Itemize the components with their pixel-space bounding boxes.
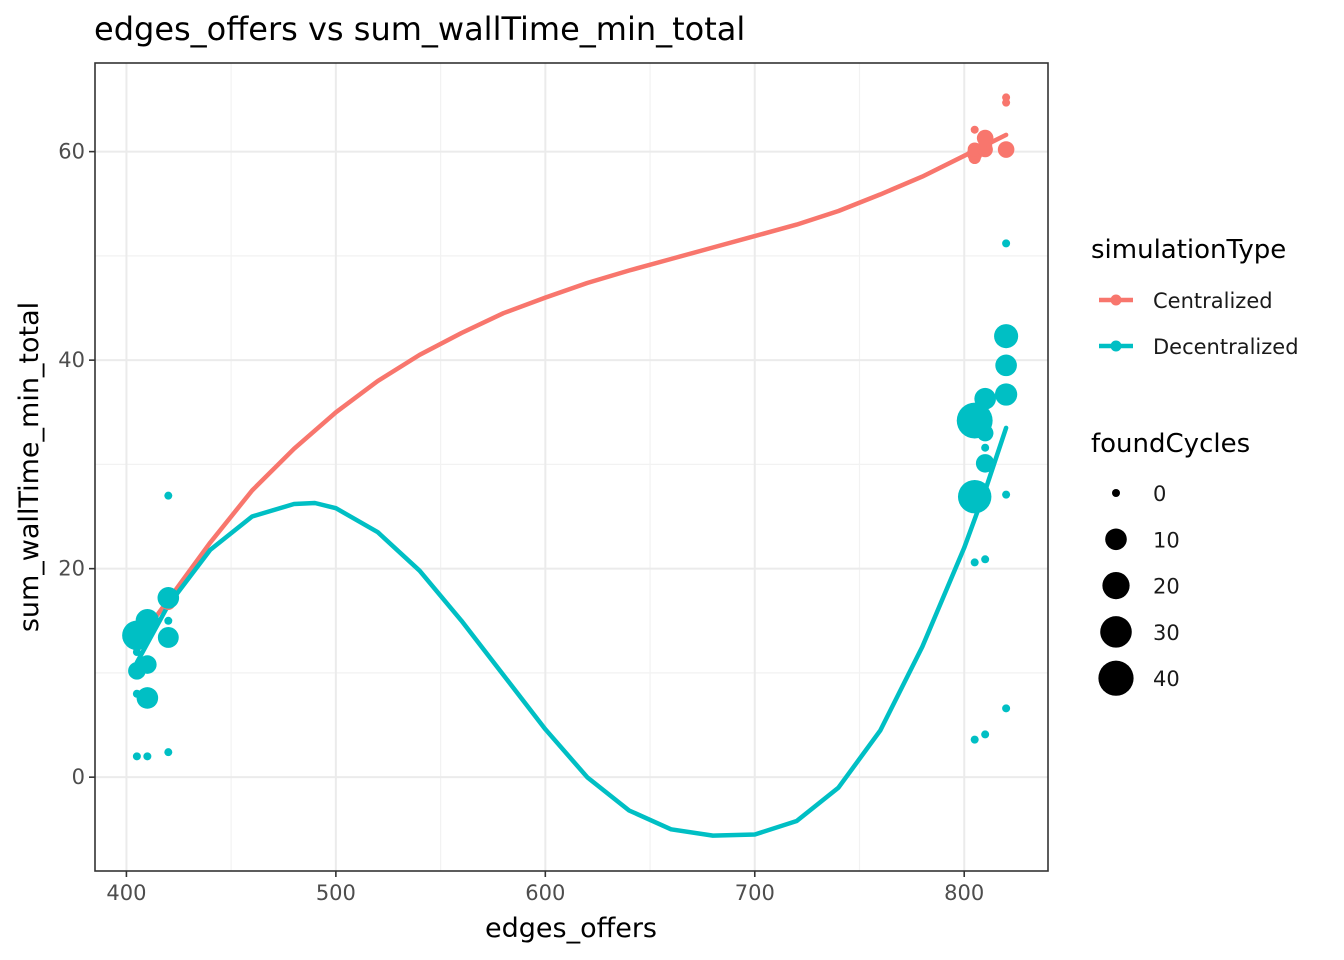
decentralized-point: [143, 752, 152, 761]
decentralized-point: [132, 752, 141, 761]
centralized-point: [1002, 93, 1011, 102]
y-tick-label: 60: [58, 140, 85, 164]
size-legend-label: 20: [1153, 575, 1180, 599]
panel-border: [94, 62, 1049, 872]
x-tick-label: 800: [944, 881, 984, 905]
size-legend-label: 0: [1153, 482, 1166, 506]
x-tick-label: 500: [316, 881, 356, 905]
decentralized-point: [981, 730, 990, 739]
size-legend-dot: [1100, 616, 1132, 648]
decentralized-point: [981, 443, 990, 452]
decentralized-point: [157, 627, 179, 648]
decentralized-point: [970, 735, 979, 744]
size-legend-label: 10: [1153, 528, 1180, 552]
decentralized-point: [995, 354, 1017, 377]
decentralized-point: [975, 454, 995, 473]
y-axis: 0 20 40 60: [58, 140, 95, 789]
centralized-point: [976, 129, 994, 147]
size-legend-label: 30: [1153, 621, 1180, 645]
decentralized-point: [138, 655, 157, 674]
centralized-point: [997, 141, 1015, 158]
size-legend-entries: 0 10 20 30 40: [1098, 482, 1180, 696]
decentralized-point: [976, 424, 994, 442]
data-points: [122, 93, 1019, 761]
decentralized-legend-dot: [1110, 340, 1122, 352]
x-tick-label: 600: [525, 881, 565, 905]
size-legend-dot: [1112, 489, 1120, 497]
decentralized-point: [164, 748, 173, 757]
decentralized-point: [994, 324, 1019, 349]
centralized-legend-dot: [1110, 294, 1122, 306]
chart-title: edges_offers vs sum_wallTime_min_total: [94, 10, 745, 48]
size-legend-dot: [1098, 660, 1134, 696]
decentralized-point: [1002, 704, 1011, 713]
smooth-lines: [134, 132, 1009, 838]
size-legend-dot: [1102, 571, 1130, 600]
color-legend-title: simulationType: [1091, 235, 1286, 265]
y-axis-title: sum_wallTime_min_total: [14, 302, 45, 632]
decentralized-point: [164, 491, 173, 500]
decentralized-point: [135, 609, 160, 633]
decentralized-point: [981, 555, 990, 564]
decentralized-point: [1002, 239, 1011, 248]
size-legend-title: foundCycles: [1091, 429, 1250, 459]
x-tick-label: 700: [735, 881, 775, 905]
decentralized-point: [974, 387, 996, 410]
centralized-smooth-line: [134, 132, 1009, 645]
plot-panel: [94, 62, 1049, 872]
size-legend-label: 40: [1153, 667, 1180, 691]
decentralized-point: [157, 587, 180, 609]
major-gridlines: [95, 63, 1048, 871]
decentralized-point: [136, 687, 159, 709]
legend: simulationType CentralizedDecentralized …: [1091, 235, 1299, 696]
centralized-legend-label: Centralized: [1153, 289, 1273, 313]
decentralized-point: [164, 616, 173, 625]
panel-background: [95, 63, 1048, 871]
x-tick-label: 400: [106, 881, 146, 905]
y-tick-label: 0: [72, 765, 85, 789]
centralized-point: [970, 125, 979, 134]
decentralized-point: [1002, 490, 1011, 499]
y-tick-label: 40: [58, 348, 85, 372]
decentralized-point: [957, 479, 992, 514]
decentralized-smooth-line: [134, 425, 1009, 838]
size-legend-dot: [1105, 528, 1127, 551]
y-tick-label: 20: [58, 557, 85, 581]
x-axis: 400 500 600 700 800: [106, 871, 984, 905]
color-legend-entries: Centralized Decentralized: [1099, 289, 1299, 359]
decentralized-point: [132, 648, 141, 657]
decentralized-point: [970, 558, 979, 567]
decentralized-legend-label: Decentralized: [1153, 335, 1299, 359]
decentralized-point: [994, 383, 1018, 406]
minor-gridlines: [95, 63, 1048, 871]
x-axis-title: edges_offers: [485, 913, 657, 944]
